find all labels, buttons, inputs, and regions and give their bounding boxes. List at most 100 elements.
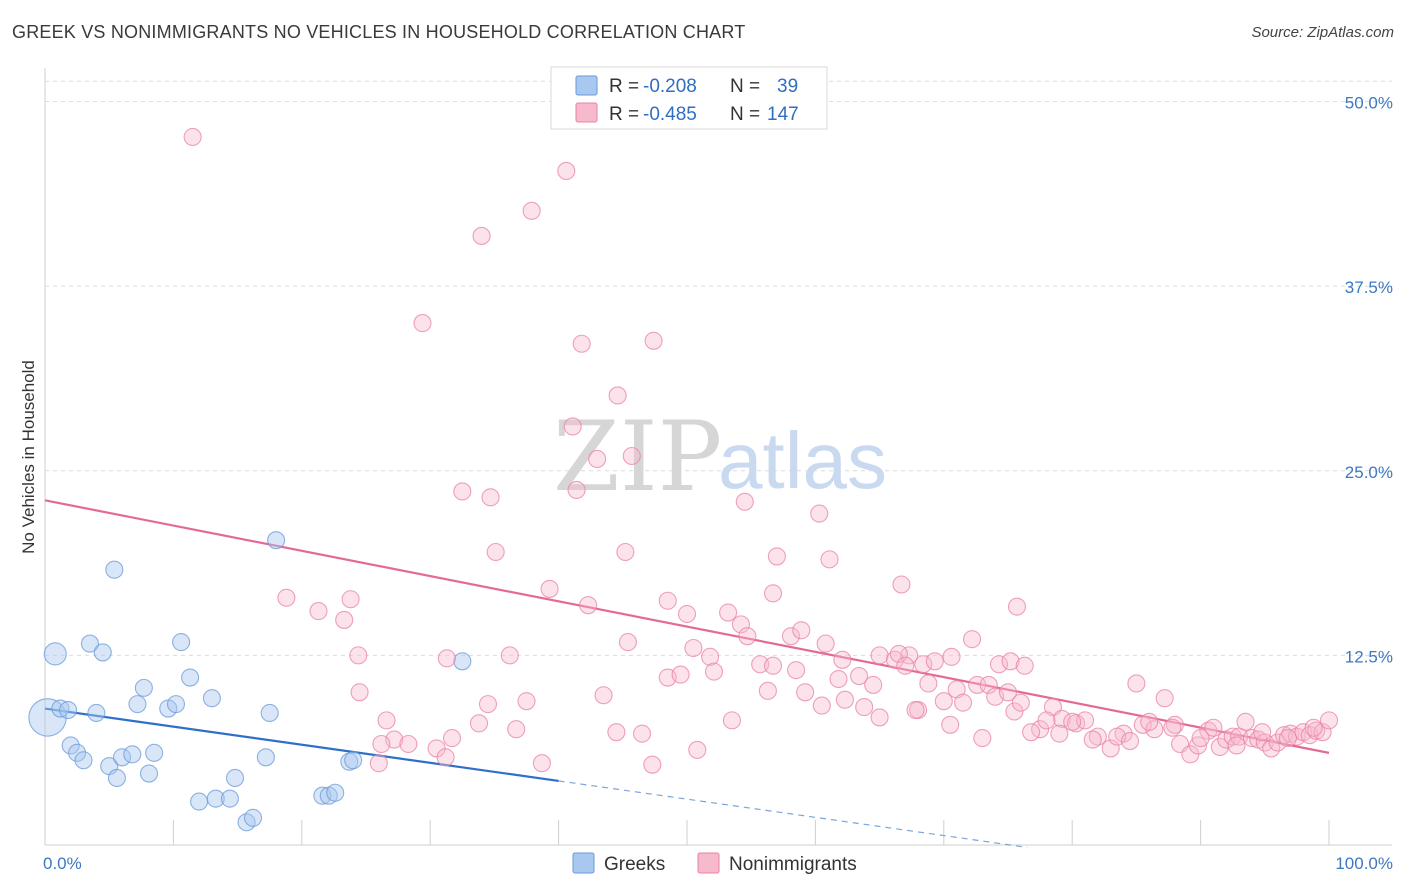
nonimmigrants-point xyxy=(892,575,911,594)
nonimmigrants-point xyxy=(767,547,786,566)
nonimmigrants-point xyxy=(677,604,697,624)
greeks-point xyxy=(107,768,126,788)
nonimmigrants-point xyxy=(1015,656,1034,675)
nonimmigrants-point xyxy=(925,652,944,671)
greeks-point xyxy=(87,703,106,723)
bottom-legend-label-greeks: Greeks xyxy=(604,854,665,875)
greeks-trend-extension xyxy=(558,780,1028,849)
nonimmigrants-point xyxy=(989,655,1009,674)
nonimmigrants-point xyxy=(399,734,418,754)
nonimmigrants-point xyxy=(763,584,783,603)
nonimmigrants-point xyxy=(1052,709,1071,728)
nonimmigrants-point xyxy=(812,696,831,715)
greeks-point xyxy=(260,703,279,723)
axes xyxy=(44,68,1392,846)
nonimmigrants-point xyxy=(1165,715,1184,734)
tick-labels: 12.5% 25.0% 37.5% 50.0% 0.0% 100.0% xyxy=(43,94,1393,873)
legend-n-label-greeks: N = xyxy=(730,76,760,97)
greeks-point xyxy=(225,768,245,788)
nonimmigrants-point xyxy=(833,650,852,669)
gridlines xyxy=(45,80,1392,656)
nonimmigrants-point xyxy=(722,711,741,730)
nonimmigrants-point xyxy=(954,693,973,712)
nonimmigrants-point xyxy=(1050,724,1069,743)
watermark-zip: ZIP xyxy=(553,401,722,513)
nonimmigrants-point xyxy=(608,386,627,405)
nonimmigrants-point xyxy=(277,588,296,607)
nonimmigrants-point xyxy=(889,644,908,663)
nonimmigrants-point xyxy=(919,674,938,693)
nonimmigrants-point xyxy=(1037,711,1056,730)
greeks-point xyxy=(59,700,78,720)
legend-n-value-greeks: 39 xyxy=(777,76,798,97)
greeks-point xyxy=(453,652,472,671)
nonimmigrants-point xyxy=(1223,727,1242,746)
legend-swatch-greeks xyxy=(575,75,598,96)
greeks-point xyxy=(220,789,239,808)
nonimmigrants-point xyxy=(671,665,690,684)
nonimmigrants-point xyxy=(719,603,738,622)
bottom-legend-label-nonimmigrants: Nonimmigrants xyxy=(729,854,857,875)
nonimmigrants-point xyxy=(469,714,489,733)
nonimmigrants-point xyxy=(896,656,915,675)
greeks-point xyxy=(190,792,209,811)
y-axis-title: No Vehicles in Household xyxy=(19,360,38,554)
nonimmigrants-point xyxy=(618,633,637,652)
nonimmigrants-point xyxy=(481,488,500,507)
nonimmigrants-point xyxy=(870,708,889,727)
nonimmigrants-point xyxy=(567,480,586,500)
nonimmigrants-point xyxy=(1005,702,1024,721)
greeks-point xyxy=(256,748,275,767)
nonimmigrants-point xyxy=(1140,712,1159,731)
nonimmigrants-point xyxy=(1101,739,1120,758)
legend-r-value-greeks: -0.208 xyxy=(643,76,697,97)
nonimmigrants-point xyxy=(1011,693,1030,712)
nonimmigrants-point xyxy=(622,446,641,466)
nonimmigrants-point xyxy=(563,417,582,436)
nonimmigrants-point xyxy=(1007,597,1027,616)
nonimmigrants-point xyxy=(507,720,526,739)
greeks-point xyxy=(166,695,186,714)
nonimmigrants-point xyxy=(792,621,811,640)
nonimmigrants-point xyxy=(781,627,801,646)
nonimmigrants-point xyxy=(1313,723,1332,742)
nonimmigrants-point xyxy=(1155,689,1174,708)
nonimmigrants-point xyxy=(763,656,783,675)
greeks-point xyxy=(28,698,67,737)
trend-lines xyxy=(44,499,1330,849)
nonimmigrants-point xyxy=(796,683,815,702)
nonimmigrants-point xyxy=(906,700,925,720)
nonimmigrants-point xyxy=(453,482,472,501)
nonimmigrants-point xyxy=(486,542,505,562)
nonimmigrants-point xyxy=(633,724,652,743)
greeks-point xyxy=(206,789,225,808)
greeks-point xyxy=(43,642,67,666)
nonimmigrants-point xyxy=(942,647,961,666)
nonimmigrants-point xyxy=(500,646,519,665)
nonimmigrants-point xyxy=(1268,733,1287,752)
nonimmigrants-point xyxy=(1199,721,1218,740)
nonimmigrants-point xyxy=(437,649,456,668)
nonimmigrants-point xyxy=(731,615,750,634)
greeks-point xyxy=(134,678,153,697)
greeks-point xyxy=(93,643,112,662)
nonimmigrants-point xyxy=(1278,729,1297,748)
nonimmigrants-point xyxy=(688,740,707,759)
chart-title: GREEK VS NONIMMIGRANTS NO VEHICLES IN HO… xyxy=(12,22,746,42)
y-tick-label: 25.0% xyxy=(1345,463,1393,482)
x-tick-label-max: 100.0% xyxy=(1335,854,1393,873)
nonimmigrants-point xyxy=(607,723,626,742)
legend-n-value-nonimmigrants: 147 xyxy=(767,104,799,125)
nonimmigrants-point xyxy=(758,681,777,700)
nonimmigrants-point xyxy=(557,161,576,181)
nonimmigrants-point xyxy=(1307,721,1326,740)
greeks-point xyxy=(105,560,124,579)
nonimmigrants-point xyxy=(643,755,662,774)
legend-r-value-nonimmigrants: -0.485 xyxy=(643,104,697,125)
nonimmigrants-point xyxy=(829,669,848,689)
nonimmigrants-point xyxy=(979,675,998,694)
greeks-point xyxy=(61,736,80,755)
nonimmigrants-point xyxy=(594,686,613,705)
nonimmigrants-point xyxy=(1236,712,1255,731)
